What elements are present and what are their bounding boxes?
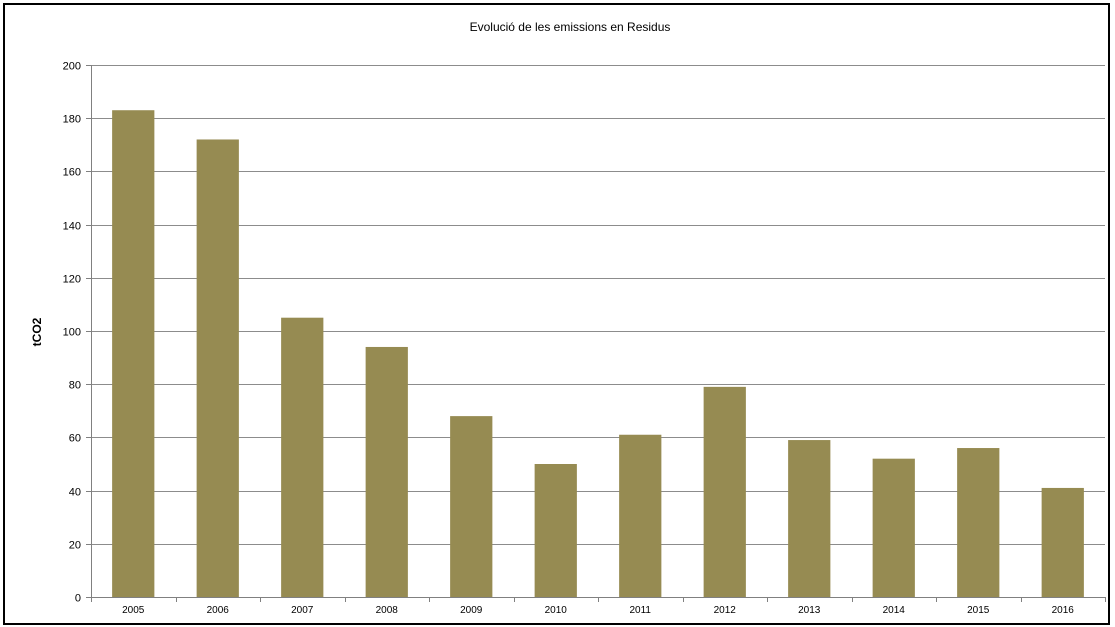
bar — [534, 464, 577, 597]
y-tick-label: 180 — [63, 114, 81, 126]
x-tick-label: 2009 — [460, 605, 483, 616]
bars — [112, 110, 1084, 598]
y-tick-label: 40 — [69, 487, 81, 499]
y-tick-label: 60 — [69, 433, 81, 445]
bar — [281, 317, 324, 597]
chart-title: Evolució de les emissions en Residus — [470, 20, 671, 34]
bar — [788, 440, 831, 597]
bar — [450, 416, 493, 597]
bar — [112, 110, 155, 597]
y-tick-label: 20 — [69, 540, 81, 552]
y-tick-labels: 0 20 40 60 80 100 120 140 160 180 200 — [63, 61, 81, 605]
x-tick-label: 2013 — [798, 605, 821, 616]
chart-container: Evolució de les emissions en Residus 0 20… — [3, 3, 1110, 625]
x-tick-label: 2007 — [291, 605, 314, 616]
x-tick-label: 2011 — [629, 605, 651, 616]
bar — [619, 434, 662, 597]
x-tick-label: 2014 — [883, 605, 906, 616]
axes — [86, 65, 1106, 602]
x-tick-label: 2010 — [545, 605, 568, 616]
x-tick-label: 2015 — [967, 605, 990, 616]
bar-chart: Evolució de les emissions en Residus 0 20… — [30, 20, 1106, 616]
x-tick-labels: 2005 2006 2007 2008 2009 2010 2011 2012 2013 2014… — [122, 605, 1074, 616]
bar — [365, 346, 408, 597]
y-tick-label: 80 — [69, 380, 81, 392]
y-axis-label: tCO2 — [30, 317, 44, 346]
x-tick-label: 2016 — [1052, 605, 1075, 616]
bar — [1041, 487, 1084, 597]
x-tick-label: 2005 — [122, 605, 145, 616]
bar — [196, 139, 239, 598]
y-tick-label: 160 — [63, 167, 81, 179]
y-tick-label: 100 — [63, 327, 81, 339]
y-tick-label: 0 — [75, 593, 81, 605]
y-tick-label: 200 — [63, 61, 81, 73]
bar — [703, 386, 746, 597]
x-tick-label: 2012 — [714, 605, 737, 616]
gridlines — [91, 65, 1105, 545]
bar — [957, 448, 1000, 597]
bar — [872, 458, 915, 597]
y-tick-label: 120 — [63, 274, 81, 286]
x-tick-label: 2008 — [376, 605, 399, 616]
y-tick-label: 140 — [63, 221, 81, 233]
x-tick-label: 2006 — [207, 605, 230, 616]
